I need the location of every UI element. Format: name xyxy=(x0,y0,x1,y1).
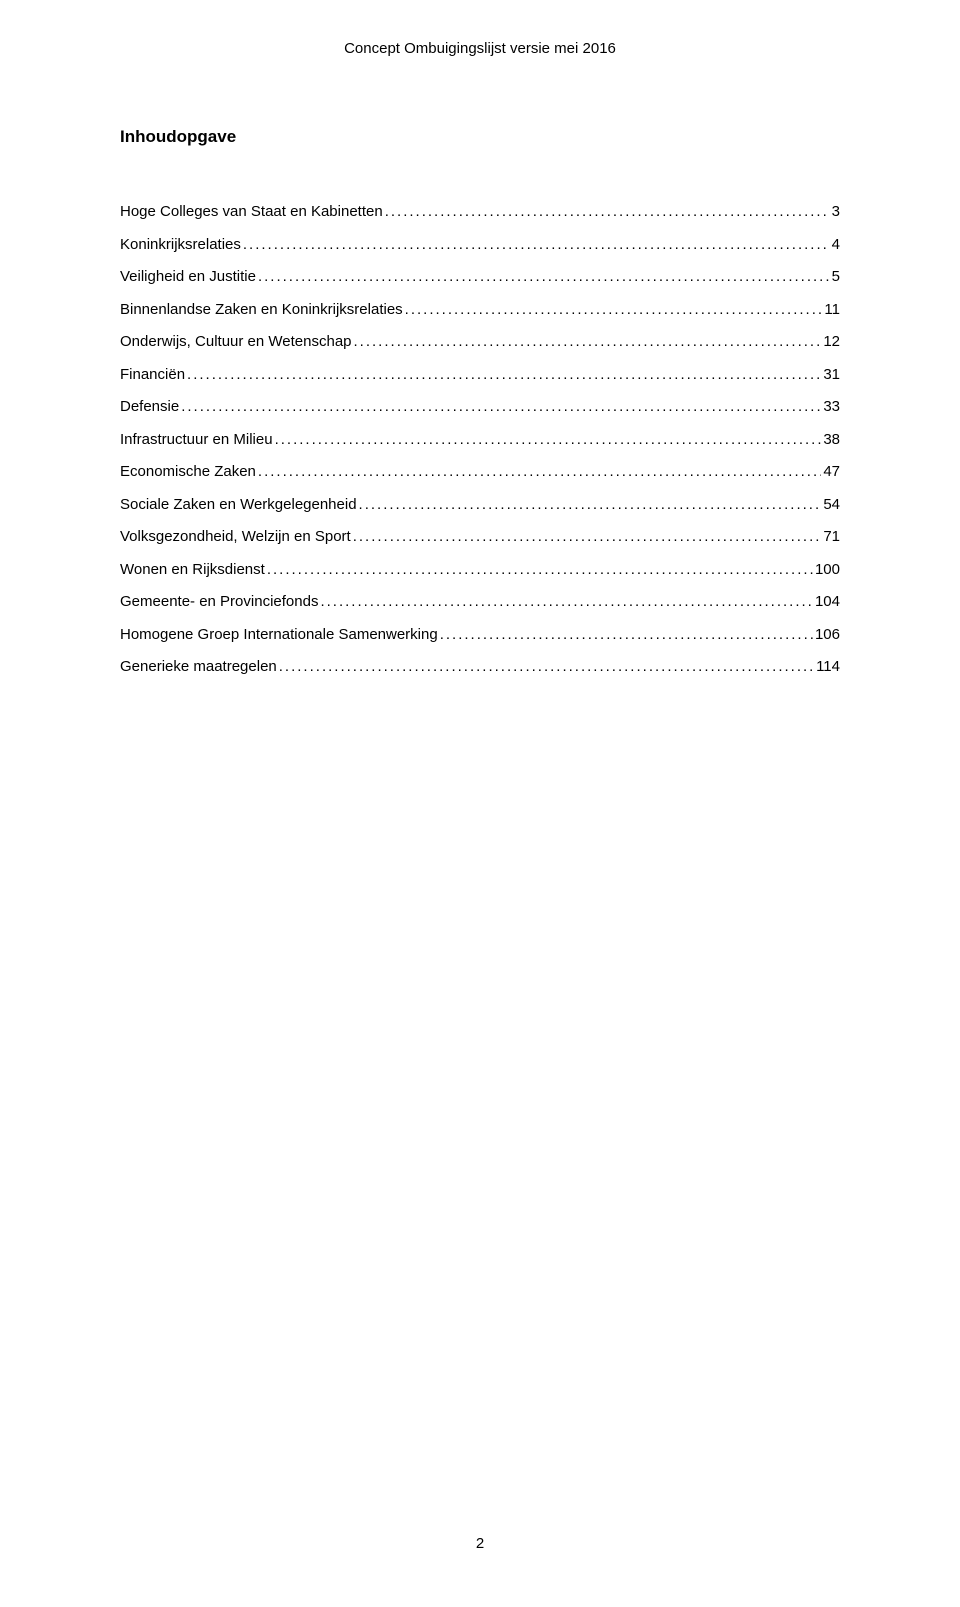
toc-label: Economische Zaken xyxy=(120,462,256,482)
toc-entry[interactable]: Onderwijs, Cultuur en Wetenschap 12 xyxy=(120,332,840,352)
toc-label: Binnenlandse Zaken en Koninkrijksrelatie… xyxy=(120,300,403,320)
toc-entry[interactable]: Economische Zaken 47 xyxy=(120,462,840,482)
toc-entry[interactable]: Wonen en Rijksdienst 100 xyxy=(120,560,840,580)
toc-entry[interactable]: Infrastructuur en Milieu 38 xyxy=(120,430,840,450)
toc-entry[interactable]: Gemeente- en Provinciefonds 104 xyxy=(120,592,840,612)
toc-entry[interactable]: Financiën 31 xyxy=(120,365,840,385)
toc-leader-dots xyxy=(385,202,830,222)
document-page: Concept Ombuigingslijst versie mei 2016 … xyxy=(0,0,960,1607)
toc-leader-dots xyxy=(405,300,823,320)
toc-leader-dots xyxy=(320,592,813,612)
toc-entry[interactable]: Sociale Zaken en Werkgelegenheid 54 xyxy=(120,495,840,515)
toc-label: Sociale Zaken en Werkgelegenheid xyxy=(120,495,357,515)
toc-page-number: 71 xyxy=(823,527,840,547)
section-title: Inhoudopgave xyxy=(120,127,840,147)
toc-leader-dots xyxy=(354,332,822,352)
toc-leader-dots xyxy=(279,657,814,677)
toc-label: Homogene Groep Internationale Samenwerki… xyxy=(120,625,438,645)
toc-leader-dots xyxy=(243,235,830,255)
toc-page-number: 31 xyxy=(823,365,840,385)
toc-entry[interactable]: Volksgezondheid, Welzijn en Sport 71 xyxy=(120,527,840,547)
toc-entry[interactable]: Hoge Colleges van Staat en Kabinetten 3 xyxy=(120,202,840,222)
toc-label: Gemeente- en Provinciefonds xyxy=(120,592,318,612)
toc-label: Volksgezondheid, Welzijn en Sport xyxy=(120,527,351,547)
toc-leader-dots xyxy=(181,397,821,417)
page-number: 2 xyxy=(0,1535,960,1552)
toc-entry[interactable]: Binnenlandse Zaken en Koninkrijksrelatie… xyxy=(120,300,840,320)
toc-label: Defensie xyxy=(120,397,179,417)
toc-label: Financiën xyxy=(120,365,185,385)
toc-page-number: 4 xyxy=(832,235,840,255)
toc-leader-dots xyxy=(267,560,813,580)
toc-entry[interactable]: Generieke maatregelen 114 xyxy=(120,657,840,677)
toc-page-number: 11 xyxy=(824,300,840,320)
toc-label: Infrastructuur en Milieu xyxy=(120,430,273,450)
toc-entry[interactable]: Homogene Groep Internationale Samenwerki… xyxy=(120,625,840,645)
toc-page-number: 104 xyxy=(815,592,840,612)
toc-page-number: 100 xyxy=(815,560,840,580)
toc-page-number: 106 xyxy=(815,625,840,645)
toc-page-number: 54 xyxy=(823,495,840,515)
toc-leader-dots xyxy=(258,462,821,482)
toc-leader-dots xyxy=(440,625,813,645)
toc-label: Koninkrijksrelaties xyxy=(120,235,241,255)
toc-leader-dots xyxy=(359,495,822,515)
toc-leader-dots xyxy=(187,365,821,385)
toc-label: Hoge Colleges van Staat en Kabinetten xyxy=(120,202,383,222)
toc-leader-dots xyxy=(258,267,830,287)
toc-page-number: 5 xyxy=(832,267,840,287)
toc-label: Veiligheid en Justitie xyxy=(120,267,256,287)
toc-page-number: 33 xyxy=(823,397,840,417)
toc-entry[interactable]: Defensie 33 xyxy=(120,397,840,417)
toc-entry[interactable]: Koninkrijksrelaties 4 xyxy=(120,235,840,255)
toc-label: Wonen en Rijksdienst xyxy=(120,560,265,580)
toc-entry[interactable]: Veiligheid en Justitie 5 xyxy=(120,267,840,287)
toc-label: Onderwijs, Cultuur en Wetenschap xyxy=(120,332,352,352)
toc-page-number: 12 xyxy=(823,332,840,352)
toc-page-number: 114 xyxy=(816,657,840,677)
toc-page-number: 47 xyxy=(823,462,840,482)
toc-leader-dots xyxy=(353,527,822,547)
toc-page-number: 3 xyxy=(832,202,840,222)
toc-label: Generieke maatregelen xyxy=(120,657,277,677)
toc-leader-dots xyxy=(275,430,822,450)
table-of-contents: Hoge Colleges van Staat en Kabinetten 3 … xyxy=(120,202,840,677)
running-header: Concept Ombuigingslijst versie mei 2016 xyxy=(120,40,840,57)
toc-page-number: 38 xyxy=(823,430,840,450)
